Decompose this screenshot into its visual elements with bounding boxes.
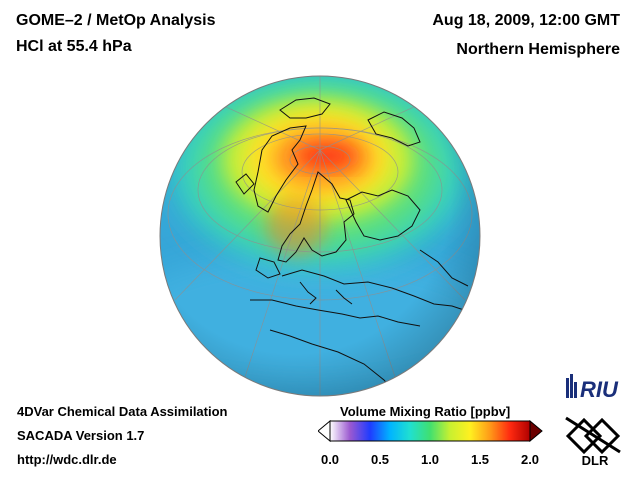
hcl-field — [160, 76, 480, 396]
region-label: Northern Hemisphere — [456, 41, 620, 58]
colorbar-tick-label: 1.5 — [470, 452, 490, 467]
dlr-logo-text: DLR — [582, 453, 609, 468]
colorbar-scale — [329, 420, 531, 442]
footer-method: 4DVar Chemical Data Assimilation — [17, 404, 228, 419]
title-line-1: GOME–2 / MetOp Analysis — [16, 12, 216, 29]
colorbar-tick-label: 0.0 — [320, 452, 340, 467]
riu-logo: RIU — [566, 374, 619, 402]
dlr-logo: DLR — [565, 416, 621, 468]
colorbar-tick-label: 0.5 — [370, 452, 390, 467]
colorbar-title: Volume Mixing Ratio [ppbv] — [340, 404, 511, 419]
colorbar-high-arrow — [529, 420, 543, 442]
colorbar-tick-label: 1.0 — [420, 452, 440, 467]
colorbar — [318, 420, 543, 442]
footer-version: SACADA Version 1.7 — [17, 428, 145, 443]
colorbar-low-arrow — [318, 420, 331, 442]
datetime-label: Aug 18, 2009, 12:00 GMT — [432, 12, 620, 29]
riu-logo-text: RIU — [580, 377, 619, 402]
title-line-2: HCl at 55.4 hPa — [16, 38, 132, 55]
colorbar-tick-label: 2.0 — [520, 452, 540, 467]
footer-url[interactable]: http://wdc.dlr.de — [17, 452, 117, 467]
